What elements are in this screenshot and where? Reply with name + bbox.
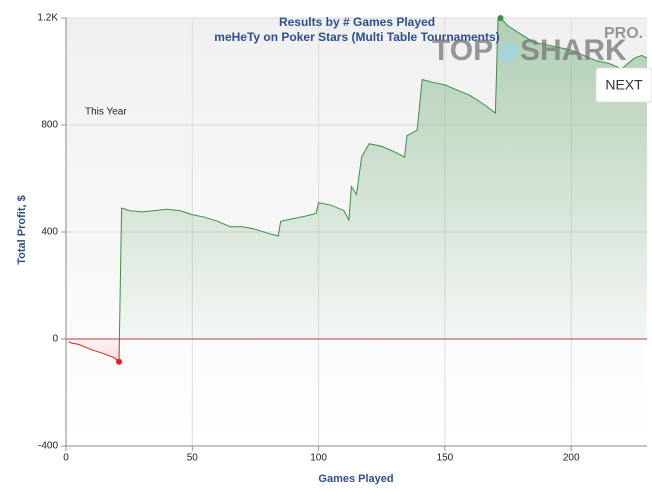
area (68, 18, 647, 362)
line (68, 17, 648, 363)
y-tick-label: 1.2K (37, 13, 58, 24)
logo: TOP SHARK PRO. (432, 25, 643, 67)
x-tick-label: 50 (187, 453, 199, 464)
chart-subtitle: meHeTy on Poker Stars (Multi Table Tourn… (214, 30, 499, 44)
min-marker (116, 358, 123, 365)
x-tick-label: 150 (437, 453, 454, 464)
x-axis-label: Games Played (318, 473, 393, 485)
x-tick-label: 200 (563, 453, 580, 464)
button-label[interactable]: NEXT (605, 77, 643, 93)
logo-text: PRO. (604, 25, 643, 42)
annotation: This Year (85, 107, 127, 118)
logo-text: TOP (432, 34, 493, 67)
y-tick-label: -400 (38, 441, 58, 452)
y-tick-label: 800 (41, 120, 58, 131)
x-tick-label: 100 (310, 453, 327, 464)
button-background[interactable] (595, 67, 652, 103)
logo-text: SHARK (520, 34, 627, 67)
max-marker (497, 15, 504, 21)
y-axis-label: Total Profit, $ (16, 195, 28, 264)
logo-icon (498, 42, 518, 62)
y-tick-label: 0 (52, 334, 58, 345)
chart-title: Results by # Games Played (279, 15, 435, 29)
y-tick-label: 400 (41, 227, 58, 238)
next-button[interactable]: NEXT (595, 67, 652, 103)
x-tick-label: 0 (63, 453, 69, 464)
